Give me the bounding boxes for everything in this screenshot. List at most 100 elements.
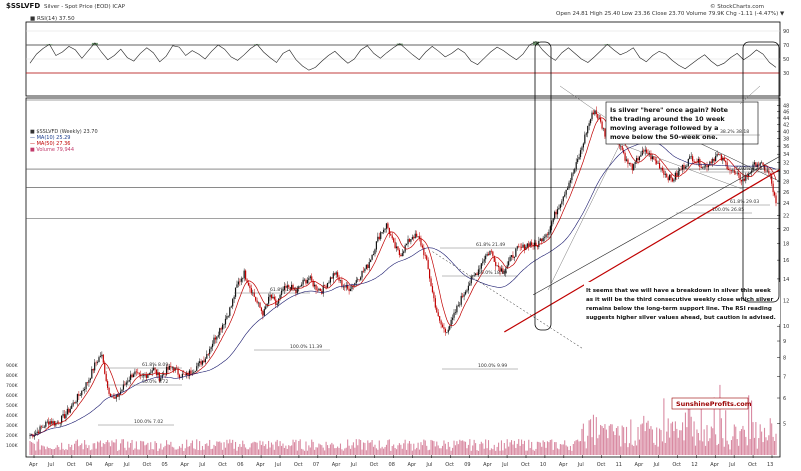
candle-body bbox=[288, 285, 290, 288]
price-tick-label: 14 bbox=[783, 277, 789, 283]
volume-bar bbox=[429, 449, 431, 455]
volume-bar bbox=[404, 439, 406, 455]
volume-bar bbox=[188, 446, 191, 455]
volume-bar bbox=[647, 420, 649, 455]
volume-bar bbox=[763, 427, 766, 455]
volume-bar bbox=[598, 434, 600, 455]
volume-bar bbox=[687, 398, 689, 455]
candle-body bbox=[431, 286, 434, 293]
candle-body bbox=[700, 166, 702, 168]
volume-bar bbox=[614, 435, 616, 455]
volume-bar bbox=[521, 439, 523, 455]
candle-body bbox=[577, 159, 579, 163]
volume-bar bbox=[375, 448, 377, 455]
x-tick-label: 11 bbox=[616, 462, 622, 468]
volume-bar bbox=[384, 447, 386, 455]
volume-bar bbox=[597, 438, 599, 455]
price-legend: ■ $SSLVFD (Weekly) 23.70 — MA(10) 25.29 … bbox=[30, 129, 98, 153]
volume-bar bbox=[653, 442, 655, 455]
volume-bar bbox=[39, 449, 41, 455]
candle-body bbox=[651, 156, 653, 160]
volume-bar bbox=[94, 443, 96, 455]
price-tick-label: 46 bbox=[783, 110, 789, 116]
volume-bar bbox=[393, 444, 395, 455]
volume-bar bbox=[283, 447, 285, 455]
price-tick-label: 40 bbox=[783, 129, 789, 135]
candle-body bbox=[690, 156, 692, 157]
candle-body bbox=[86, 382, 89, 383]
volume-bar bbox=[135, 441, 137, 455]
volume-bar bbox=[309, 447, 311, 455]
candle-body bbox=[201, 360, 204, 365]
candle-body bbox=[495, 261, 497, 266]
candle-body bbox=[397, 246, 399, 250]
candle-body bbox=[676, 172, 678, 176]
candle-body bbox=[502, 268, 504, 274]
candle-body bbox=[206, 354, 208, 359]
volume-bar bbox=[719, 384, 721, 455]
candle-body bbox=[326, 282, 329, 288]
volume-bar bbox=[549, 439, 551, 455]
volume-bar bbox=[200, 450, 202, 455]
candle-body bbox=[548, 231, 550, 235]
volume-bar bbox=[331, 442, 333, 455]
volume-bar bbox=[529, 448, 531, 455]
candle-body bbox=[531, 242, 533, 246]
candle-body bbox=[569, 180, 572, 183]
candle-body bbox=[50, 421, 53, 424]
candle-body bbox=[348, 288, 350, 292]
candle-body bbox=[680, 169, 682, 171]
candle-body bbox=[328, 282, 330, 284]
candle-body bbox=[594, 110, 596, 115]
volume-bar bbox=[120, 443, 122, 455]
candle-body bbox=[588, 123, 590, 126]
x-tick-label: 06 bbox=[237, 462, 243, 468]
volume-bar bbox=[673, 431, 675, 455]
volume-bar bbox=[671, 421, 674, 455]
volume-bar bbox=[197, 450, 199, 455]
volume-bar bbox=[112, 442, 114, 455]
volume-bar bbox=[669, 437, 671, 455]
candle-body bbox=[374, 249, 376, 254]
candle-body bbox=[408, 239, 411, 242]
price-tick-label: 48 bbox=[783, 104, 789, 110]
candle-body bbox=[525, 246, 527, 250]
volume-bar bbox=[766, 440, 768, 455]
candle-body bbox=[107, 381, 109, 388]
volume-bar bbox=[509, 442, 511, 455]
callout-arrow bbox=[559, 85, 607, 119]
candle-body bbox=[367, 264, 369, 269]
annotation-top-line-4: move below the 50-week one. bbox=[610, 133, 718, 141]
volume-bar bbox=[130, 443, 132, 455]
volume-bar bbox=[36, 441, 38, 455]
candle-body bbox=[640, 154, 642, 157]
candle-body bbox=[723, 157, 725, 161]
volume-bar bbox=[467, 444, 469, 455]
candle-body bbox=[637, 158, 639, 161]
volume-bar bbox=[278, 446, 280, 455]
volume-bar bbox=[144, 445, 146, 455]
volume-bar bbox=[98, 442, 100, 455]
volume-bar bbox=[121, 439, 123, 455]
candle-body bbox=[730, 170, 733, 172]
candle-body bbox=[689, 156, 691, 159]
volume-bar bbox=[456, 441, 458, 455]
fib-label: 100.0% 26.85 bbox=[712, 207, 744, 213]
volume-bar bbox=[147, 442, 149, 455]
candle-body bbox=[308, 278, 310, 281]
volume-bar bbox=[229, 439, 231, 455]
candle-body bbox=[46, 421, 48, 423]
volume-bar bbox=[99, 440, 101, 455]
candle-body bbox=[749, 172, 751, 174]
volume-bar bbox=[148, 449, 150, 455]
x-tick-label: 13 bbox=[767, 462, 773, 468]
legend-ma10: — MA(10) 25.29 bbox=[30, 135, 71, 141]
volume-bar bbox=[86, 448, 89, 455]
candle-body bbox=[69, 408, 71, 413]
candle-body bbox=[131, 374, 133, 378]
volume-bar bbox=[247, 449, 250, 455]
fib-label: 61.8% 29.03 bbox=[730, 199, 759, 205]
volume-bar bbox=[378, 440, 380, 455]
price-tick-label: 30 bbox=[783, 170, 789, 176]
candle-body bbox=[712, 158, 714, 163]
